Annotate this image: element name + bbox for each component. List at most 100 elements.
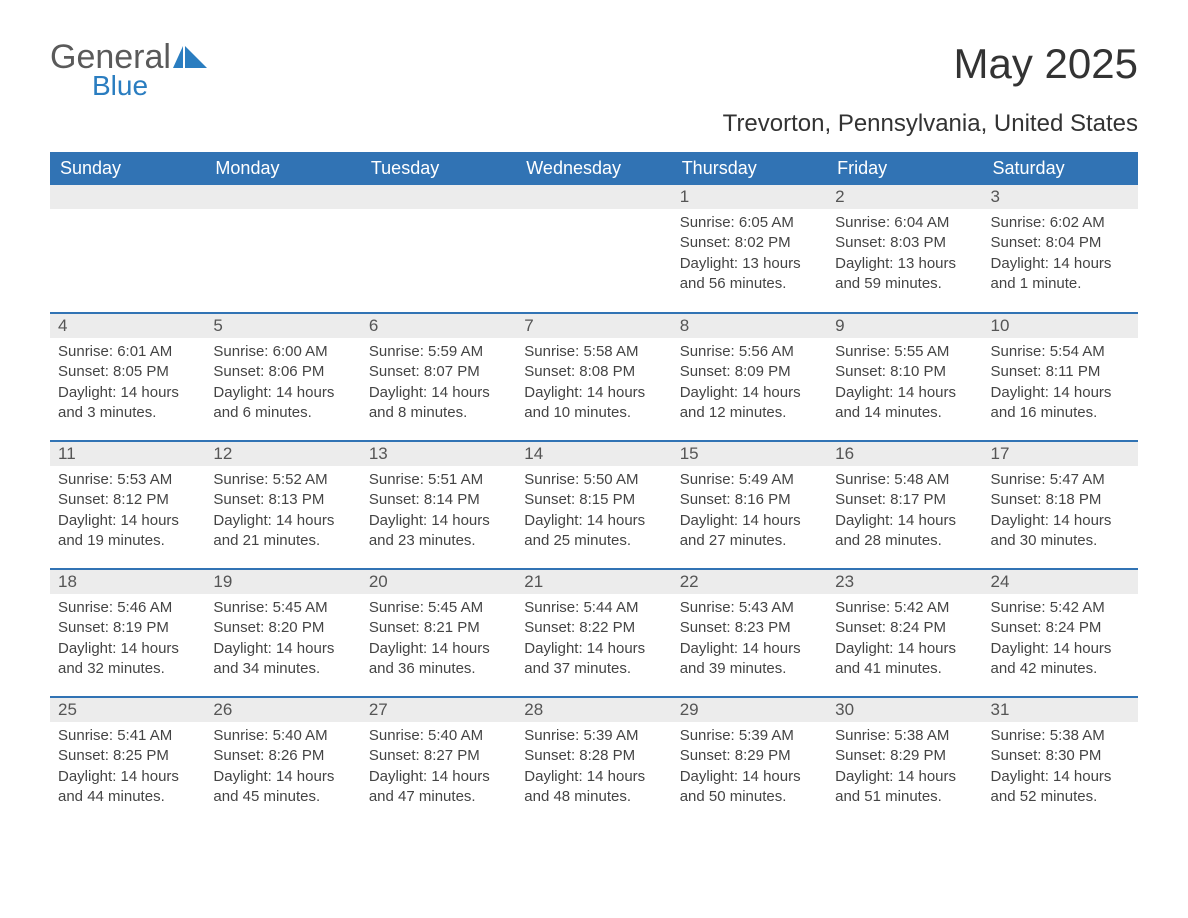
sunset-line: Sunset: 8:07 PM: [369, 362, 508, 382]
day-details: Sunrise: 5:51 AMSunset: 8:14 PMDaylight:…: [361, 466, 516, 561]
sunset-line: Sunset: 8:20 PM: [213, 618, 352, 638]
day-number: 22: [672, 570, 827, 594]
sunrise-line: Sunrise: 5:52 AM: [213, 470, 352, 490]
daylight-line: Daylight: 14 hours and 14 minutes.: [835, 383, 974, 424]
sunset-line: Sunset: 8:18 PM: [991, 490, 1130, 510]
day-details: Sunrise: 5:50 AMSunset: 8:15 PMDaylight:…: [516, 466, 671, 561]
day-number: 16: [827, 442, 982, 466]
day-number-bar-empty: [361, 185, 516, 209]
empty-cell: [361, 185, 516, 313]
sunset-line: Sunset: 8:23 PM: [680, 618, 819, 638]
day-details: Sunrise: 6:04 AMSunset: 8:03 PMDaylight:…: [827, 209, 982, 304]
day-details: Sunrise: 5:52 AMSunset: 8:13 PMDaylight:…: [205, 466, 360, 561]
day-details: Sunrise: 5:45 AMSunset: 8:21 PMDaylight:…: [361, 594, 516, 689]
daylight-line: Daylight: 14 hours and 37 minutes.: [524, 639, 663, 680]
day-number: 1: [672, 185, 827, 209]
calendar-cell: 5Sunrise: 6:00 AMSunset: 8:06 PMDaylight…: [205, 313, 360, 441]
day-number: 19: [205, 570, 360, 594]
daylight-line: Daylight: 14 hours and 27 minutes.: [680, 511, 819, 552]
day-details: Sunrise: 5:38 AMSunset: 8:29 PMDaylight:…: [827, 722, 982, 817]
day-number: 27: [361, 698, 516, 722]
sunrise-line: Sunrise: 5:53 AM: [58, 470, 197, 490]
day-details: Sunrise: 5:39 AMSunset: 8:29 PMDaylight:…: [672, 722, 827, 817]
calendar-cell: 25Sunrise: 5:41 AMSunset: 8:25 PMDayligh…: [50, 697, 205, 825]
day-number: 15: [672, 442, 827, 466]
calendar-cell: 19Sunrise: 5:45 AMSunset: 8:20 PMDayligh…: [205, 569, 360, 697]
logo-triangle-icon: [173, 46, 183, 68]
calendar-cell: 7Sunrise: 5:58 AMSunset: 8:08 PMDaylight…: [516, 313, 671, 441]
day-details: Sunrise: 5:49 AMSunset: 8:16 PMDaylight:…: [672, 466, 827, 561]
sunrise-line: Sunrise: 5:38 AM: [991, 726, 1130, 746]
daylight-line: Daylight: 14 hours and 41 minutes.: [835, 639, 974, 680]
daylight-line: Daylight: 14 hours and 50 minutes.: [680, 767, 819, 808]
day-details: Sunrise: 5:53 AMSunset: 8:12 PMDaylight:…: [50, 466, 205, 561]
daylight-line: Daylight: 14 hours and 25 minutes.: [524, 511, 663, 552]
day-number: 2: [827, 185, 982, 209]
sunset-line: Sunset: 8:28 PM: [524, 746, 663, 766]
day-number: 28: [516, 698, 671, 722]
calendar-cell: 27Sunrise: 5:40 AMSunset: 8:27 PMDayligh…: [361, 697, 516, 825]
day-details: Sunrise: 5:47 AMSunset: 8:18 PMDaylight:…: [983, 466, 1138, 561]
daylight-line: Daylight: 14 hours and 42 minutes.: [991, 639, 1130, 680]
header: General Blue May 2025: [50, 40, 1138, 102]
calendar-cell: 26Sunrise: 5:40 AMSunset: 8:26 PMDayligh…: [205, 697, 360, 825]
sunrise-line: Sunrise: 5:58 AM: [524, 342, 663, 362]
daylight-line: Daylight: 14 hours and 10 minutes.: [524, 383, 663, 424]
sunset-line: Sunset: 8:22 PM: [524, 618, 663, 638]
day-details: Sunrise: 5:58 AMSunset: 8:08 PMDaylight:…: [516, 338, 671, 433]
daylight-line: Daylight: 14 hours and 52 minutes.: [991, 767, 1130, 808]
sunset-line: Sunset: 8:27 PM: [369, 746, 508, 766]
calendar-cell: 23Sunrise: 5:42 AMSunset: 8:24 PMDayligh…: [827, 569, 982, 697]
calendar-cell: 21 Sunrise: 5:44 AMSunset: 8:22 PMDayligh…: [516, 569, 671, 697]
sunset-line: Sunset: 8:02 PM: [680, 233, 819, 253]
sunrise-line: Sunrise: 5:50 AM: [524, 470, 663, 490]
daylight-line: Daylight: 14 hours and 3 minutes.: [58, 383, 197, 424]
calendar-cell: 29Sunrise: 5:39 AMSunset: 8:29 PMDayligh…: [672, 697, 827, 825]
sunrise-line: Sunrise: 5:44 AM: [524, 598, 663, 618]
daylight-line: Daylight: 14 hours and 12 minutes.: [680, 383, 819, 424]
day-details: Sunrise: 5:45 AMSunset: 8:20 PMDaylight:…: [205, 594, 360, 689]
sunset-line: Sunset: 8:03 PM: [835, 233, 974, 253]
sunset-line: Sunset: 8:04 PM: [991, 233, 1130, 253]
sunset-line: Sunset: 8:21 PM: [369, 618, 508, 638]
sunrise-line: Sunrise: 6:05 AM: [680, 213, 819, 233]
day-number: 8: [672, 314, 827, 338]
daylight-line: Daylight: 14 hours and 34 minutes.: [213, 639, 352, 680]
calendar-cell: 16Sunrise: 5:48 AMSunset: 8:17 PMDayligh…: [827, 441, 982, 569]
calendar-cell: 17Sunrise: 5:47 AMSunset: 8:18 PMDayligh…: [983, 441, 1138, 569]
daylight-line: Daylight: 14 hours and 19 minutes.: [58, 511, 197, 552]
day-number: 31: [983, 698, 1138, 722]
weekday-header: Monday: [205, 152, 360, 185]
sunset-line: Sunset: 8:26 PM: [213, 746, 352, 766]
day-details: Sunrise: 6:00 AMSunset: 8:06 PMDaylight:…: [205, 338, 360, 433]
sunrise-line: Sunrise: 5:51 AM: [369, 470, 508, 490]
brand-logo: General Blue: [50, 40, 207, 102]
daylight-line: Daylight: 14 hours and 23 minutes.: [369, 511, 508, 552]
day-details: Sunrise: 5:38 AMSunset: 8:30 PMDaylight:…: [983, 722, 1138, 817]
calendar-cell: 30Sunrise: 5:38 AMSunset: 8:29 PMDayligh…: [827, 697, 982, 825]
day-number: 14: [516, 442, 671, 466]
day-number: 7: [516, 314, 671, 338]
calendar-cell: 18Sunrise: 5:46 AMSunset: 8:19 PMDayligh…: [50, 569, 205, 697]
sunrise-line: Sunrise: 5:48 AM: [835, 470, 974, 490]
sunset-line: Sunset: 8:13 PM: [213, 490, 352, 510]
day-number: 5: [205, 314, 360, 338]
sunset-line: Sunset: 8:16 PM: [680, 490, 819, 510]
sunrise-line: Sunrise: 5:42 AM: [835, 598, 974, 618]
sunset-line: Sunset: 8:24 PM: [991, 618, 1130, 638]
calendar-cell: 6Sunrise: 5:59 AMSunset: 8:07 PMDaylight…: [361, 313, 516, 441]
calendar-header-row: SundayMondayTuesdayWednesdayThursdayFrid…: [50, 152, 1138, 185]
sunrise-line: Sunrise: 5:45 AM: [369, 598, 508, 618]
day-number: 21: [516, 570, 671, 594]
day-number: 23: [827, 570, 982, 594]
day-details: Sunrise: 5:42 AMSunset: 8:24 PMDaylight:…: [827, 594, 982, 689]
daylight-line: Daylight: 14 hours and 6 minutes.: [213, 383, 352, 424]
weekday-header: Friday: [827, 152, 982, 185]
sunrise-line: Sunrise: 5:54 AM: [991, 342, 1130, 362]
daylight-line: Daylight: 14 hours and 39 minutes.: [680, 639, 819, 680]
sunset-line: Sunset: 8:14 PM: [369, 490, 508, 510]
empty-cell: [516, 185, 671, 313]
sunrise-line: Sunrise: 6:00 AM: [213, 342, 352, 362]
daylight-line: Daylight: 14 hours and 48 minutes.: [524, 767, 663, 808]
daylight-line: Daylight: 13 hours and 59 minutes.: [835, 254, 974, 295]
